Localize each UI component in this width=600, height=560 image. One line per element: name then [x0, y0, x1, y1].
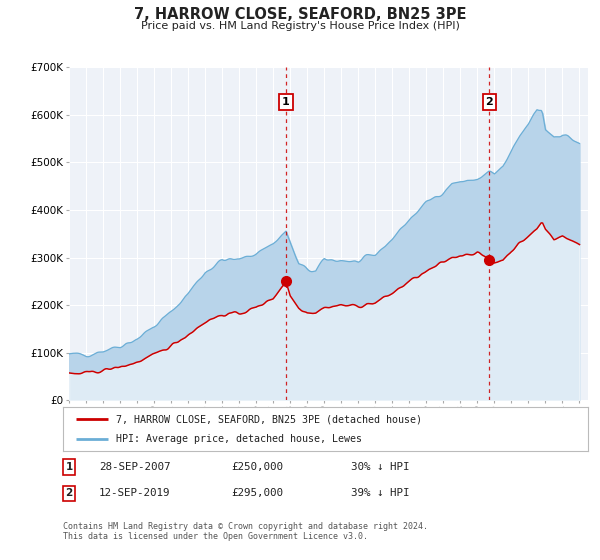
- Text: £250,000: £250,000: [231, 462, 283, 472]
- Text: Price paid vs. HM Land Registry's House Price Index (HPI): Price paid vs. HM Land Registry's House …: [140, 21, 460, 31]
- Text: 2: 2: [65, 488, 73, 498]
- Text: 1: 1: [282, 97, 290, 107]
- Text: 28-SEP-2007: 28-SEP-2007: [99, 462, 170, 472]
- Text: 7, HARROW CLOSE, SEAFORD, BN25 3PE: 7, HARROW CLOSE, SEAFORD, BN25 3PE: [134, 7, 466, 22]
- Text: HPI: Average price, detached house, Lewes: HPI: Average price, detached house, Lewe…: [115, 433, 361, 444]
- Text: 1: 1: [65, 462, 73, 472]
- Text: 12-SEP-2019: 12-SEP-2019: [99, 488, 170, 498]
- Text: £295,000: £295,000: [231, 488, 283, 498]
- Text: 30% ↓ HPI: 30% ↓ HPI: [351, 462, 409, 472]
- Text: 39% ↓ HPI: 39% ↓ HPI: [351, 488, 409, 498]
- Text: Contains HM Land Registry data © Crown copyright and database right 2024.
This d: Contains HM Land Registry data © Crown c…: [63, 522, 428, 542]
- Text: 7, HARROW CLOSE, SEAFORD, BN25 3PE (detached house): 7, HARROW CLOSE, SEAFORD, BN25 3PE (deta…: [115, 414, 421, 424]
- Text: 2: 2: [485, 97, 493, 107]
